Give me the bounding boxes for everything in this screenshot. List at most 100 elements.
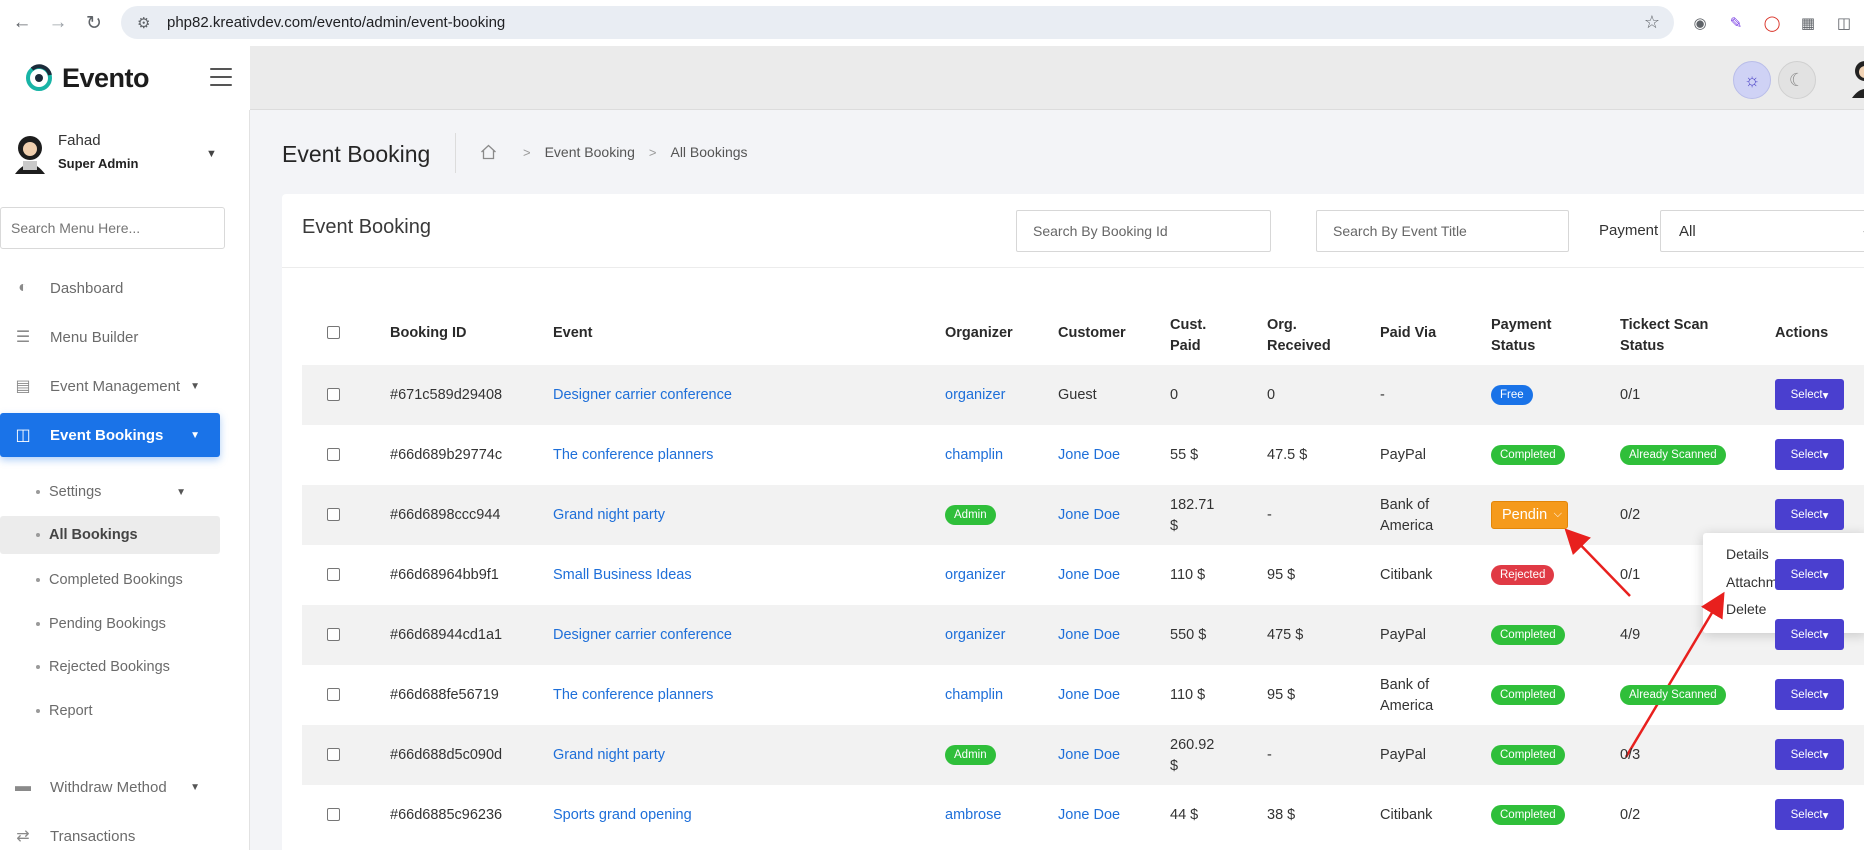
search-event-title-input[interactable]: Search By Event Title — [1316, 210, 1569, 252]
cust-paid-unit: $ — [1170, 518, 1179, 534]
org-received: 475 $ — [1267, 627, 1304, 643]
event-link[interactable]: Sports grand opening — [553, 807, 692, 823]
bookmark-star-icon[interactable]: ☆ — [1643, 12, 1660, 32]
sidebar-item-transactions[interactable]: ⇄ Transactions — [0, 814, 220, 850]
actions-select-button[interactable]: Select ▾ — [1775, 439, 1844, 470]
row-checkbox[interactable] — [327, 388, 340, 401]
caret-down-icon: ▾ — [1822, 449, 1829, 462]
back-icon[interactable]: ← — [12, 12, 32, 33]
actions-select-button[interactable]: Select ▾ — [1775, 679, 1844, 710]
site-info-icon[interactable]: ⚙ — [137, 14, 151, 32]
actions-select-button[interactable]: Select ▾ — [1775, 799, 1844, 830]
row-checkbox[interactable] — [327, 748, 340, 761]
subitem-pending-bookings[interactable]: Pending Bookings — [0, 605, 220, 643]
sidebar-item-menu-builder[interactable]: ☰ Menu Builder — [0, 315, 220, 359]
organizer-link[interactable]: champlin — [945, 687, 1004, 703]
customer-link[interactable]: Jone Doe — [1058, 747, 1121, 763]
brand[interactable]: Evento — [0, 46, 250, 110]
payment-status-select[interactable]: Pendin ⌵ — [1491, 501, 1568, 529]
page-title: Event Booking — [282, 141, 431, 167]
dropdown-details[interactable]: Details — [1726, 546, 1769, 562]
actions-select-button[interactable]: Select ▾ — [1775, 619, 1844, 650]
placeholder-text: Search By Event Title — [1333, 223, 1467, 239]
user-profile[interactable]: Fahad Super Admin ▼ — [10, 128, 240, 184]
dropdown-delete[interactable]: Delete — [1726, 601, 1767, 617]
chevron-down-icon: ⌵ — [1553, 508, 1562, 520]
header-avatar[interactable] — [1850, 58, 1864, 98]
sidebar-item-event-management[interactable]: ▤ Event Management ▼ — [0, 364, 220, 408]
scan-status: 4/9 — [1620, 627, 1641, 643]
breadcrumb: > Event Booking > All Bookings — [480, 144, 748, 160]
event-link[interactable]: Designer carrier conference — [553, 627, 732, 643]
event-link[interactable]: Designer carrier conference — [553, 387, 732, 403]
palette-icon: ◐ — [18, 279, 28, 296]
extensions-icon[interactable]: ▦ — [1800, 15, 1816, 32]
breadcrumb-event-booking[interactable]: Event Booking — [544, 144, 635, 160]
select-button-label: Select — [1790, 628, 1823, 641]
event-link[interactable]: The conference planners — [553, 687, 714, 703]
forward-icon[interactable]: → — [48, 12, 68, 33]
event-link[interactable]: The conference planners — [553, 447, 714, 463]
organizer-link[interactable]: ambrose — [945, 807, 1002, 823]
sidebar-item-withdraw-method[interactable]: ▬ Withdraw Method ▼ — [0, 765, 220, 809]
dark-mode-icon[interactable]: ☾ — [1778, 61, 1816, 99]
sidebar-item-event-bookings[interactable]: ◫ Event Bookings ▼ — [0, 413, 220, 457]
event-link[interactable]: Grand night party — [553, 747, 666, 763]
actions-select-button[interactable]: Select ▾ — [1775, 499, 1844, 530]
customer-link[interactable]: Jone Doe — [1058, 687, 1121, 703]
sidebar-panel-icon[interactable]: ◫ — [1836, 15, 1852, 32]
payment-filter-select[interactable]: All ⌄ — [1660, 210, 1864, 252]
row-checkbox[interactable] — [327, 808, 340, 821]
light-mode-icon[interactable]: ☼ — [1733, 61, 1771, 99]
pen-extension-icon[interactable]: ✎ — [1729, 15, 1743, 32]
header-event: Event — [553, 325, 593, 341]
subitem-completed-bookings[interactable]: Completed Bookings — [0, 561, 220, 599]
row-checkbox[interactable] — [327, 508, 340, 521]
table-row — [302, 725, 1864, 785]
select-all-checkbox[interactable] — [327, 326, 340, 339]
event-link[interactable]: Grand night party — [553, 507, 666, 523]
sidebar-item-label: Transactions — [50, 827, 136, 845]
booking-id: #66d6885c96236 — [390, 807, 503, 823]
address-bar[interactable]: ⚙ php82.kreativdev.com/evento/admin/even… — [121, 6, 1674, 39]
sidebar-item-dashboard[interactable]: ◐ Dashboard — [0, 266, 220, 310]
home-icon[interactable] — [480, 144, 497, 160]
evento-logo-icon — [26, 64, 52, 91]
camera-icon[interactable]: ◉ — [1693, 15, 1707, 32]
customer-link[interactable]: Jone Doe — [1058, 627, 1121, 643]
actions-select-button[interactable]: Select ▾ — [1775, 379, 1844, 410]
header-org-received: Org. Received — [1267, 315, 1331, 357]
customer-link[interactable]: Jone Doe — [1058, 507, 1121, 523]
subitem-rejected-bookings[interactable]: Rejected Bookings — [0, 648, 220, 686]
search-booking-id-input[interactable]: Search By Booking Id — [1016, 210, 1271, 252]
customer-link[interactable]: Jone Doe — [1058, 807, 1121, 823]
header-line: Received — [1267, 338, 1331, 354]
subitem-report[interactable]: Report — [0, 692, 220, 730]
reload-icon[interactable]: ↻ — [86, 12, 102, 34]
paid-via: Bank of — [1380, 497, 1430, 513]
payment-status-badge: Completed — [1491, 745, 1565, 765]
actions-select-button[interactable]: Select ▾ — [1775, 739, 1844, 770]
row-checkbox[interactable] — [327, 448, 340, 461]
row-checkbox[interactable] — [327, 568, 340, 581]
customer-link[interactable]: Jone Doe — [1058, 447, 1121, 463]
payment-status-value: Pendin — [1502, 507, 1548, 523]
caret-down-icon[interactable]: ▼ — [206, 148, 217, 160]
row-checkbox[interactable] — [327, 688, 340, 701]
event-link[interactable]: Small Business Ideas — [553, 567, 692, 583]
subitem-all-bookings[interactable]: All Bookings — [0, 516, 220, 554]
actions-select-button[interactable]: Select ▾ — [1775, 559, 1844, 590]
organizer-link[interactable]: organizer — [945, 387, 1006, 403]
color-picker-extension-icon[interactable]: ◯ — [1763, 15, 1781, 32]
organizer-link[interactable]: organizer — [945, 627, 1006, 643]
organizer-link[interactable]: organizer — [945, 567, 1006, 583]
organizer-link[interactable]: champlin — [945, 447, 1004, 463]
row-checkbox[interactable] — [327, 628, 340, 641]
card-title: Event Booking — [302, 216, 431, 238]
menu-lines-icon: ☰ — [15, 329, 31, 346]
subitem-settings[interactable]: Settings ▼ — [0, 473, 220, 511]
search-menu-input[interactable] — [0, 207, 225, 249]
url-text: php82.kreativdev.com/evento/admin/event-… — [167, 14, 506, 31]
menu-toggle-icon[interactable] — [210, 68, 232, 86]
customer-link[interactable]: Jone Doe — [1058, 567, 1121, 583]
